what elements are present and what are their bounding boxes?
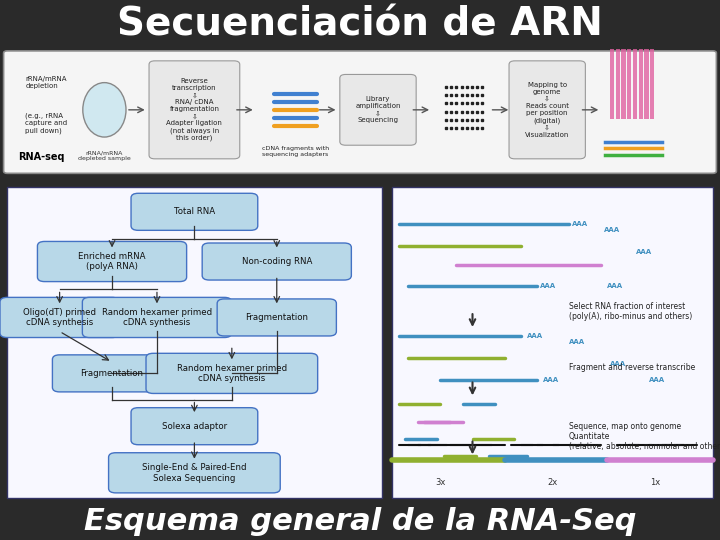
Text: Esquema general de la RNA-Seq: Esquema general de la RNA-Seq (84, 507, 636, 536)
Text: AAA: AAA (540, 284, 556, 289)
FancyBboxPatch shape (131, 408, 258, 445)
Text: 3x: 3x (436, 477, 446, 487)
Bar (610, 0, 614, 119)
Text: AAA: AAA (543, 376, 559, 383)
Text: Secuenciación de ARN: Secuenciación de ARN (117, 5, 603, 43)
FancyBboxPatch shape (37, 241, 186, 281)
Text: Sequence, map onto genome: Sequence, map onto genome (569, 422, 680, 431)
Text: Select RNA fraction of interest
(poly(A), ribo-minus and others): Select RNA fraction of interest (poly(A)… (569, 301, 692, 321)
Text: AAA: AAA (569, 339, 585, 345)
Bar (627, 0, 631, 119)
FancyBboxPatch shape (509, 61, 585, 159)
FancyBboxPatch shape (131, 193, 258, 231)
Text: (e.g., rRNA
capture and
pull down): (e.g., rRNA capture and pull down) (25, 113, 68, 134)
FancyBboxPatch shape (149, 61, 240, 159)
Text: AAA: AAA (636, 249, 652, 255)
Bar (633, 0, 637, 119)
Text: Fragment and reverse transcribe: Fragment and reverse transcribe (569, 363, 695, 372)
FancyBboxPatch shape (4, 51, 716, 173)
Text: AAA: AAA (604, 227, 620, 233)
Text: Non-coding RNA: Non-coding RNA (242, 257, 312, 266)
Bar (650, 0, 654, 119)
Text: Fragmentation: Fragmentation (81, 369, 143, 378)
Text: Fragmentation: Fragmentation (246, 313, 308, 322)
Bar (639, 0, 643, 119)
Bar (621, 0, 626, 119)
Text: rRNA/mRNA
depletion: rRNA/mRNA depletion (25, 76, 67, 89)
Text: 2x: 2x (547, 477, 558, 487)
Text: Solexa adaptor: Solexa adaptor (162, 422, 227, 431)
Text: Single-End & Paired-End
Solexa Sequencing: Single-End & Paired-End Solexa Sequencin… (142, 463, 247, 483)
Text: Total RNA: Total RNA (174, 207, 215, 217)
Bar (644, 0, 649, 119)
Text: AAA: AAA (572, 221, 588, 227)
Text: Mapping to
genome
⇩
Reads count
per position
(digital)
⇩
Visualization: Mapping to genome ⇩ Reads count per posi… (525, 82, 570, 138)
FancyBboxPatch shape (146, 353, 318, 394)
Text: Library
amplification
⇩
Sequencing: Library amplification ⇩ Sequencing (355, 96, 401, 123)
Bar (7, 187, 382, 498)
Bar (392, 187, 713, 498)
FancyBboxPatch shape (53, 355, 171, 392)
Text: rRNA/mRNA
depleted sample: rRNA/mRNA depleted sample (78, 151, 131, 161)
FancyBboxPatch shape (202, 243, 351, 280)
Text: AAA: AAA (607, 284, 624, 289)
Text: 1x: 1x (650, 477, 660, 487)
Text: Random hexamer primed
cDNA synthesis: Random hexamer primed cDNA synthesis (102, 308, 212, 327)
Text: Enriched mRNA
(polyA RNA): Enriched mRNA (polyA RNA) (78, 252, 145, 271)
FancyBboxPatch shape (82, 298, 232, 338)
Text: AAA: AAA (649, 376, 665, 383)
FancyBboxPatch shape (340, 75, 416, 145)
FancyBboxPatch shape (0, 298, 120, 338)
Text: Quantitate
(relative, absolute, nonmolar and others): Quantitate (relative, absolute, nonmolar… (569, 432, 720, 451)
Text: cDNA fragments with
sequencing adapters: cDNA fragments with sequencing adapters (261, 146, 329, 157)
Text: Oligo(dT) primed
cDNA synthesis: Oligo(dT) primed cDNA synthesis (23, 308, 96, 327)
Text: Reverse
transcription
⇩
RNA/ cDNA
fragmentation
⇩
Adapter ligation
(not always i: Reverse transcription ⇩ RNA/ cDNA fragme… (166, 78, 222, 141)
FancyBboxPatch shape (109, 453, 280, 493)
Text: Random hexamer primed
cDNA synthesis: Random hexamer primed cDNA synthesis (177, 363, 287, 383)
Ellipse shape (83, 83, 126, 137)
Text: RNA-seq: RNA-seq (18, 152, 65, 162)
Bar (616, 0, 620, 119)
FancyBboxPatch shape (217, 299, 336, 336)
Text: AAA: AAA (611, 361, 626, 367)
Text: AAA: AAA (527, 333, 543, 339)
